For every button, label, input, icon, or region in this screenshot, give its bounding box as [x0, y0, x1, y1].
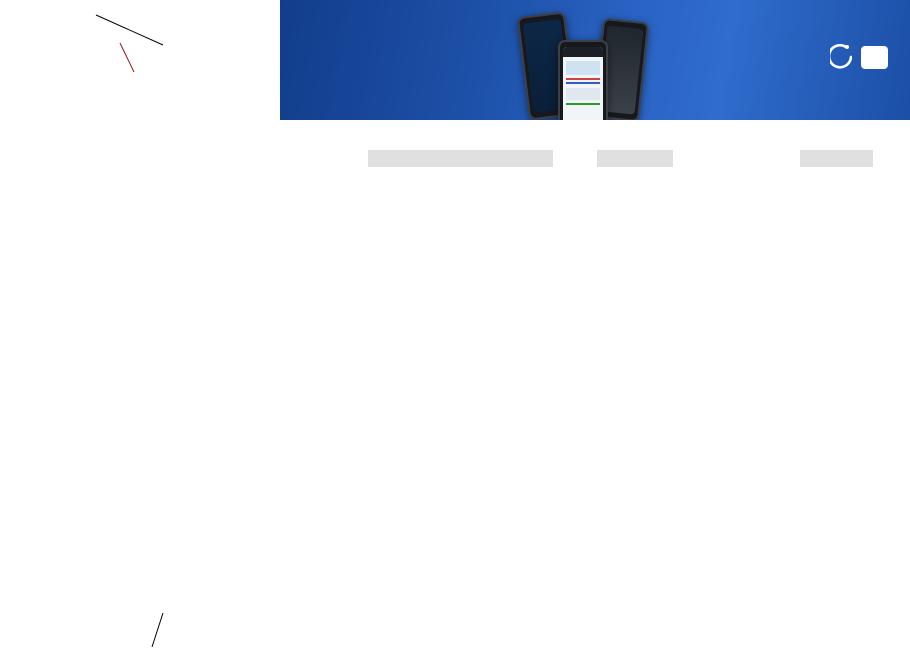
phone-mockup-front — [558, 40, 608, 120]
time-tick-row — [345, 167, 833, 182]
day-band-strip — [345, 150, 880, 167]
icmmeteo-logo — [830, 44, 888, 70]
legend-connector-lines — [95, 14, 164, 648]
day-band — [597, 150, 673, 167]
logo-swoosh-icon — [830, 44, 852, 69]
day-band — [368, 150, 553, 167]
day-band — [800, 150, 873, 167]
app-promo-banner[interactable] — [280, 0, 910, 120]
logo-badge — [861, 45, 888, 69]
